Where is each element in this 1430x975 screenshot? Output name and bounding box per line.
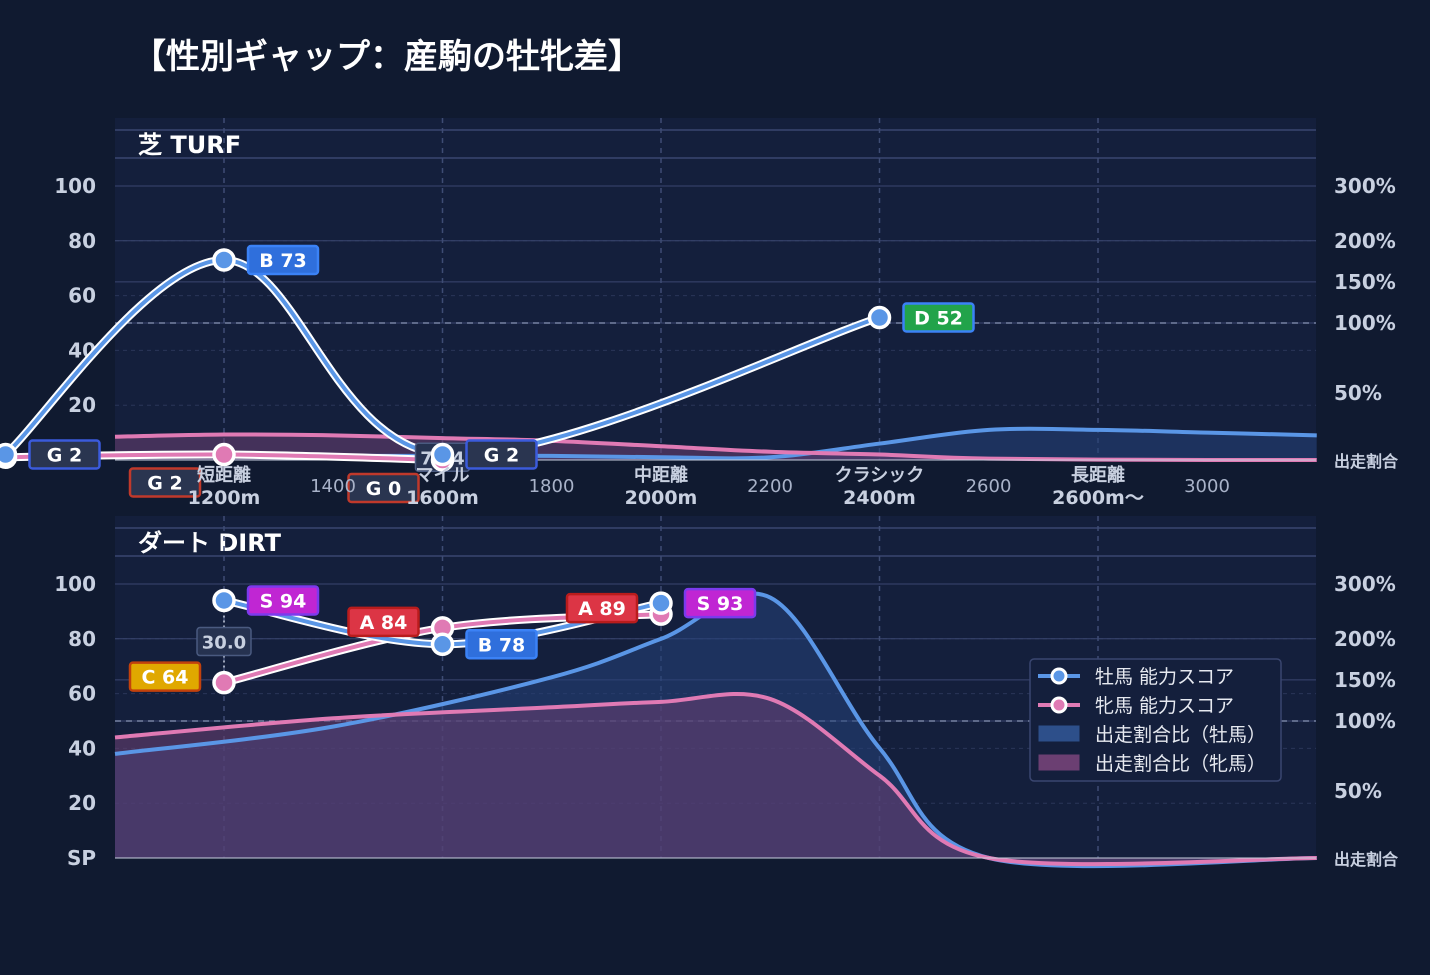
grade-label: A 89 (578, 598, 626, 620)
x-category-distance: 2000m (625, 487, 698, 509)
grade-label: S 93 (697, 593, 744, 615)
grade-badge (347, 472, 420, 504)
female-share-area (115, 693, 1317, 865)
chart-title: 【性別ギャップ：産駒の牡牝差】 (132, 37, 642, 77)
right-tick-label: 300% (1334, 174, 1396, 198)
x-minor-tick: 2600 (966, 476, 1012, 497)
right-tick-label: 100% (1334, 709, 1396, 733)
male-share-area (115, 428, 1317, 460)
left-tick-label: 20 (68, 393, 96, 417)
x-category-name: クラシック (835, 465, 925, 486)
plot-area (115, 118, 1316, 460)
x-category-distance: 1200m (188, 487, 261, 509)
grade-label: G 0 (366, 478, 401, 500)
grade-badge (246, 585, 320, 616)
grade-label: B 73 (259, 250, 307, 272)
right-tick-label: 出走割合 (1334, 452, 1399, 471)
grade-label: S 94 (260, 590, 307, 612)
male-score-line (4, 257, 881, 458)
grade-label: G 2 (147, 473, 182, 495)
grade-badge (28, 439, 101, 470)
left-tick-label: 100 (54, 572, 96, 596)
left-tick-label: SP (67, 846, 96, 870)
legend-box (1029, 658, 1282, 782)
male-score-point (212, 248, 236, 272)
right-tick-label: 50% (1334, 381, 1382, 405)
female-score-point (212, 442, 236, 467)
legend-marker (1050, 667, 1068, 685)
right-tick-label: 出走割合 (1334, 850, 1399, 869)
panel-label: ダート DIRT (138, 529, 282, 557)
legend-label: 出走割合比（牝馬） (1095, 753, 1266, 775)
male-score-point (430, 632, 455, 657)
panel-turf: 芝 TURFSP20406080100出走割合50%100%150%200%30… (0, 118, 1399, 509)
right-tick-label: 200% (1334, 627, 1396, 651)
x-category-distance: 1600m (406, 487, 479, 509)
left-tick-label: 60 (68, 682, 96, 706)
x-category-name: 中距離 (634, 464, 688, 486)
left-tick-label: 60 (68, 284, 96, 308)
female-share-line (114, 692, 1317, 867)
male-score-point (212, 588, 236, 613)
left-tick-label: 40 (68, 736, 96, 760)
right-tick-label: 300% (1334, 572, 1396, 596)
grade-badge (683, 587, 757, 619)
x-category-name: 短距離 (197, 464, 251, 486)
panel-label: 芝 TURF (138, 131, 241, 159)
grade-badge (128, 467, 202, 498)
legend-swatch (1038, 754, 1080, 771)
left-tick-label: 100 (54, 174, 96, 198)
gap-label-box (196, 626, 252, 657)
legend-item-male-share: 出走割合比（牡馬） (1038, 724, 1266, 746)
grade-badge (347, 606, 420, 638)
left-tick-label: 20 (68, 791, 96, 815)
right-tick-label: 50% (1334, 779, 1382, 803)
legend-label: 牡馬 能力スコア (1095, 666, 1234, 688)
grade-label: G 2 (47, 445, 82, 467)
left-tick-label: 80 (68, 627, 96, 651)
grade-badge (246, 244, 320, 276)
female-score-point (212, 670, 236, 695)
x-minor-tick: 2200 (747, 476, 793, 497)
grade-label: C 64 (142, 667, 189, 689)
legend-item-female-share: 出走割合比（牝馬） (1038, 753, 1266, 775)
x-category-name: 長距離 (1071, 464, 1125, 486)
x-minor-tick: 1800 (529, 476, 575, 497)
male-score-point (649, 591, 673, 615)
right-tick-label: 150% (1334, 270, 1396, 294)
x-category-name: マイル (416, 465, 470, 486)
right-tick-label: 200% (1334, 229, 1396, 253)
legend-item-male-score: 牡馬 能力スコア (1038, 666, 1234, 688)
male-score-point (430, 442, 455, 467)
male-score-point (867, 305, 892, 330)
left-tick-label: 80 (68, 229, 96, 253)
legend-label: 牝馬 能力スコア (1095, 695, 1234, 717)
right-tick-label: 100% (1334, 311, 1396, 335)
x-minor-tick: 1400 (310, 476, 356, 497)
grade-label: D 52 (914, 308, 963, 330)
legend-item-female-score: 牝馬 能力スコア (1038, 695, 1234, 717)
x-minor-tick: 3000 (1184, 476, 1230, 497)
right-tick-label: 150% (1334, 668, 1396, 692)
grade-badge (465, 439, 538, 470)
legend-swatch (1038, 725, 1080, 742)
grade-badge (902, 302, 975, 333)
grade-label: B 78 (478, 634, 526, 656)
grade-badge (128, 661, 202, 692)
legend-label: 出走割合比（牡馬） (1095, 724, 1266, 746)
grade-badge (565, 592, 639, 624)
grade-badge (465, 629, 538, 660)
grade-label: G 2 (484, 445, 519, 467)
gap-label: 30.0 (202, 633, 246, 654)
x-category-distance: 2600m〜 (1052, 487, 1144, 509)
legend-marker (1050, 696, 1068, 714)
x-category-distance: 2400m (843, 487, 916, 509)
male-score-point (0, 442, 18, 467)
grade-label: A 84 (360, 612, 408, 634)
